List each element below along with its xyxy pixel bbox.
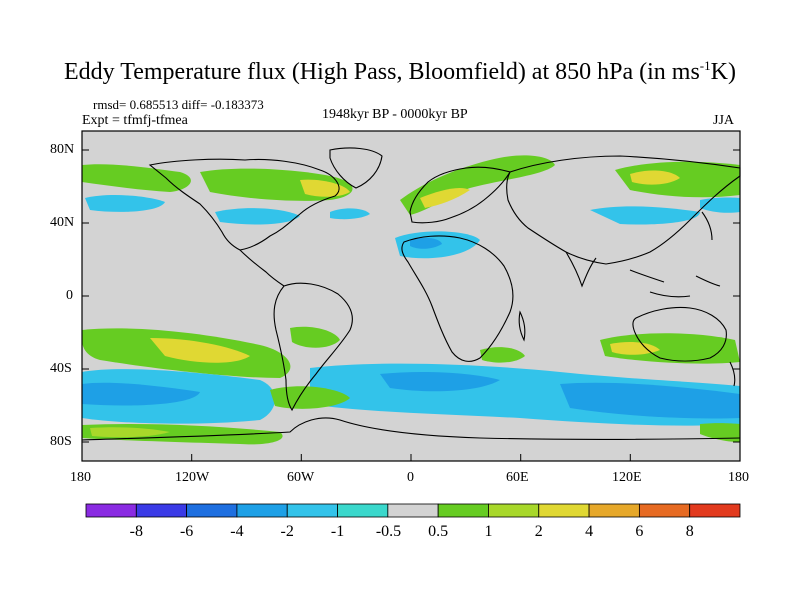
- lon-label-180w: 180: [70, 470, 91, 485]
- colorbar-swatch: [85, 503, 137, 518]
- colorbar-label: -6: [179, 523, 194, 540]
- period-label: 1948kyr BP - 0000kyr BP: [322, 107, 468, 122]
- anomaly-region-north-pacific: [85, 195, 165, 212]
- coastline-north-america: [148, 158, 340, 251]
- colorbar-label: -2: [280, 523, 294, 540]
- stats-text: rmsd= 0.685513 diff= -0.183373: [93, 97, 264, 112]
- lat-label-40n: 40N: [50, 215, 75, 230]
- coastline-australia: [632, 306, 727, 362]
- anomaly-region-antarctic-west-core: [90, 427, 170, 438]
- lat-label-0: 0: [66, 288, 73, 303]
- anomaly-region-antarctic-east: [700, 423, 740, 442]
- colorbar-label: 4: [585, 523, 594, 540]
- colorbar-swatch: [186, 503, 238, 518]
- colorbar-label: 0.5: [428, 523, 449, 540]
- colorbar-label: -8: [129, 523, 143, 540]
- coastline-antarctica: [81, 417, 741, 441]
- colorbar-swatch: [437, 503, 489, 518]
- season-label: JJA: [713, 113, 735, 128]
- colorbar-swatch: [236, 503, 288, 518]
- anomaly-region-south-pacific-core: [150, 338, 250, 363]
- colorbar-label: -1: [330, 523, 345, 540]
- title-unit-tail: K): [710, 59, 736, 85]
- anomaly-region-siberia-core: [630, 170, 680, 185]
- lon-label-60w: 60W: [287, 470, 315, 485]
- colorbar-swatch: [638, 503, 691, 518]
- colorbar-swatch: [689, 503, 741, 518]
- coastline-madagascar: [518, 310, 526, 342]
- colorbar-swatch: [135, 503, 188, 518]
- coastline-india: [565, 251, 597, 288]
- colorbar-swatch: [286, 503, 338, 518]
- lon-label-180e: 180: [728, 470, 749, 485]
- anomaly-region-north-america: [215, 208, 300, 225]
- anomaly-region-north-atlantic: [330, 208, 370, 220]
- colorbar-label: 8: [685, 523, 694, 540]
- coastline-central-america: [239, 249, 285, 287]
- anomaly-region-southern-africa: [480, 347, 525, 363]
- anomaly-region-europe-core: [420, 187, 470, 208]
- anomaly-region-southern-ocean-west-core: [82, 382, 200, 406]
- coastline-asia: [506, 155, 741, 265]
- lon-label-120e: 120E: [612, 470, 642, 485]
- anomaly-region-southern-ocean-east-core-1: [380, 372, 500, 392]
- anomaly-region-indian-ocean-core: [610, 342, 660, 355]
- colorbar-swatch: [337, 503, 389, 518]
- coastline-africa: [401, 235, 514, 362]
- anomaly-region-southern-ocean-green: [270, 386, 350, 409]
- anomaly-fields: [82, 155, 740, 445]
- colorbar-swatch: [488, 503, 540, 518]
- anomaly-region-asia: [590, 206, 700, 225]
- axis-ticks: [81, 149, 741, 461]
- lat-label-80s: 80S: [50, 434, 72, 449]
- anomaly-region-brazil: [290, 326, 340, 348]
- anomaly-region-arctic-pacific: [82, 164, 191, 192]
- coastline-greenland: [329, 147, 383, 189]
- anomaly-region-indian-ocean: [600, 333, 740, 364]
- coastline-japan: [701, 211, 713, 241]
- coastline-south-america: [273, 282, 353, 412]
- title-superscript: -1: [699, 58, 711, 73]
- colorbar-label: -4: [230, 523, 244, 540]
- experiment-label: Expt = tfmfj-tfmea: [82, 113, 188, 128]
- lon-label-60e: 60E: [506, 470, 529, 485]
- colorbar-label: 1: [484, 523, 493, 540]
- coastline-new-zealand: [729, 361, 736, 387]
- colorbar-label: 6: [635, 523, 644, 540]
- anomaly-region-mediterranean-core: [410, 237, 442, 249]
- colorbar-label: 2: [534, 523, 543, 540]
- colorbar-label: -0.5: [375, 523, 402, 540]
- colorbar-swatch: [538, 503, 590, 518]
- coastline-southeast-asia: [629, 269, 721, 298]
- lon-label-0: 0: [407, 470, 414, 485]
- anomaly-region-southern-ocean-east-core-2: [560, 382, 740, 419]
- coastlines: [81, 147, 741, 441]
- lon-label-120w: 120W: [175, 470, 210, 485]
- lat-label-40s: 40S: [50, 361, 72, 376]
- anomaly-region-siberia: [615, 161, 740, 198]
- lat-label-80n: 80N: [50, 142, 75, 157]
- colorbar-swatch: [387, 503, 439, 518]
- title-text: Eddy Temperature flux (High Pass, Bloomf…: [64, 59, 700, 85]
- colorbar-swatch: [588, 503, 640, 518]
- figure-title: Eddy Temperature flux (High Pass, Bloomf…: [0, 58, 800, 86]
